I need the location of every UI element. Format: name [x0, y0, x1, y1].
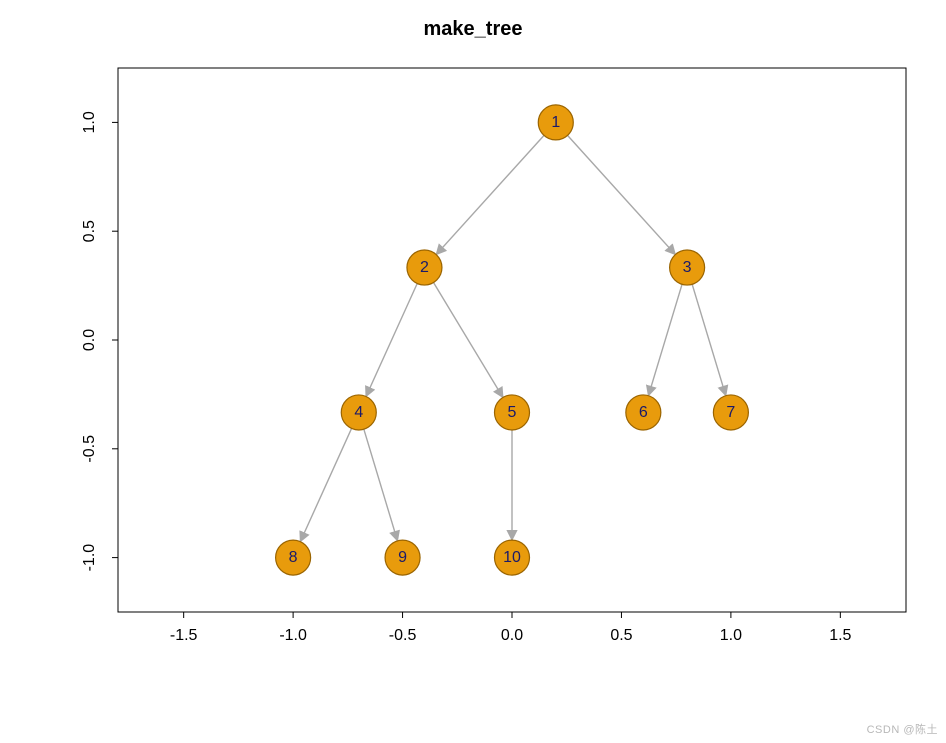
- tree-edge: [436, 135, 544, 254]
- y-tick-label: -1.0: [81, 544, 98, 572]
- tree-node: 2: [407, 250, 442, 285]
- tree-node: 4: [341, 395, 376, 430]
- tree-edge: [692, 284, 726, 395]
- tree-node: 3: [670, 250, 705, 285]
- tree-node-label: 7: [726, 404, 735, 421]
- tree-node-label: 6: [639, 404, 648, 421]
- figure-canvas: make_tree -1.5-1.0-0.50.00.51.01.5-1.0-0…: [0, 0, 946, 743]
- x-tick-label: 1.0: [720, 627, 742, 644]
- y-tick-label: -0.5: [81, 435, 98, 463]
- tree-node-label: 9: [398, 549, 407, 566]
- tree-node: 10: [494, 540, 529, 575]
- tree-node-label: 5: [508, 404, 517, 421]
- tree-node: 7: [713, 395, 748, 430]
- tree-node: 5: [494, 395, 529, 430]
- tree-node-label: 10: [503, 549, 521, 566]
- tree-node-label: 3: [683, 259, 692, 276]
- tree-edge: [300, 428, 351, 541]
- y-tick-label: 0.0: [81, 329, 98, 351]
- tree-edge: [433, 283, 502, 398]
- tree-edge: [366, 283, 417, 396]
- tree-node-label: 2: [420, 259, 429, 276]
- y-tick-label: 1.0: [81, 111, 98, 133]
- x-tick-label: 1.5: [829, 627, 851, 644]
- x-tick-label: -1.0: [279, 627, 307, 644]
- tree-node: 1: [538, 105, 573, 140]
- watermark: CSDN @陈土: [867, 721, 938, 737]
- x-tick-label: -1.5: [170, 627, 198, 644]
- tree-node-label: 4: [354, 404, 363, 421]
- tree-node: 6: [626, 395, 661, 430]
- tree-node: 9: [385, 540, 420, 575]
- tree-node: 8: [276, 540, 311, 575]
- tree-plot: -1.5 -1.0 -0.5 0.0 0.5 1.0 1.5 -1.0 -0.5 0.0 0.5 1.…: [0, 0, 946, 743]
- tree-node-label: 1: [551, 114, 560, 131]
- x-tick-label: -0.5: [389, 627, 417, 644]
- tree-edge: [648, 284, 682, 395]
- tree-node-label: 8: [289, 549, 298, 566]
- tree-edge: [568, 135, 676, 254]
- y-tick-label: 0.5: [81, 220, 98, 242]
- x-tick-label: 0.0: [501, 627, 523, 644]
- tree-edge: [364, 429, 398, 541]
- x-tick-label: 0.5: [610, 627, 632, 644]
